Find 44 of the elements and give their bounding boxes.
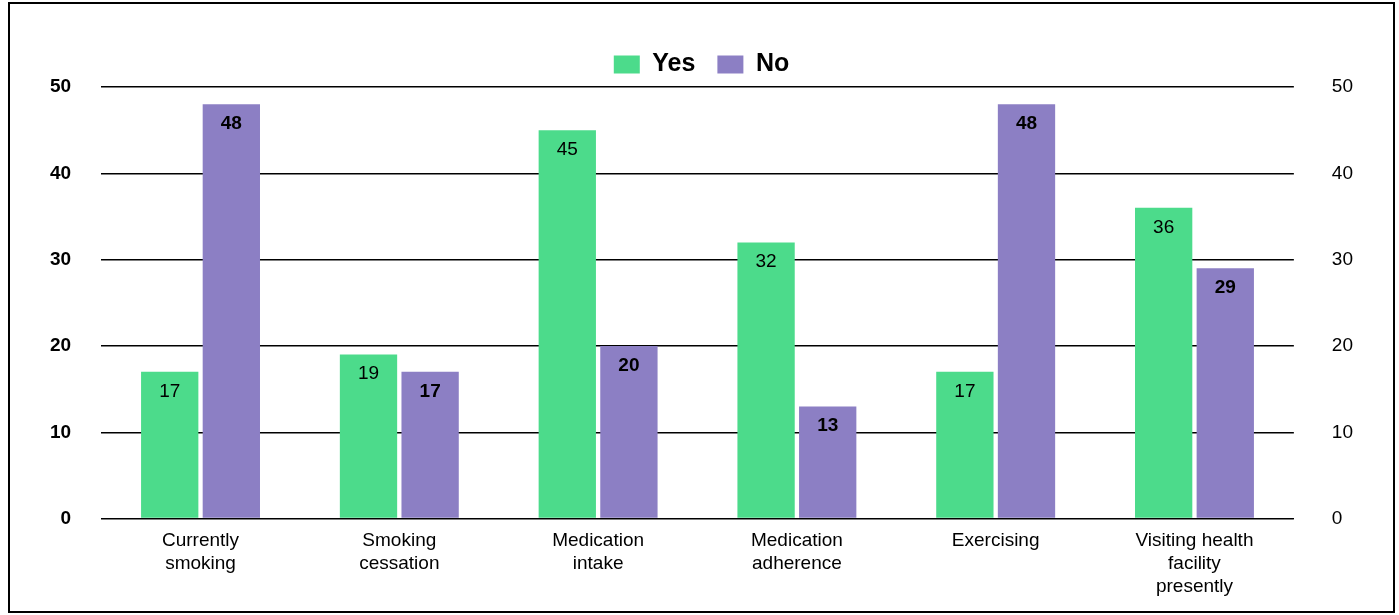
bar: [997, 104, 1056, 518]
data-label: 29: [1214, 276, 1236, 298]
bar: [141, 371, 199, 518]
bar: [600, 345, 658, 518]
data-label: 48: [220, 112, 242, 133]
y-tick-label: 20: [49, 334, 72, 356]
bar: [1196, 268, 1254, 518]
bar: [202, 104, 260, 518]
bar: [799, 406, 857, 518]
x-tick-label: Medication adherence: [750, 529, 843, 574]
data-label: 36: [1153, 215, 1175, 237]
bar: [737, 242, 795, 518]
y2-tick-label: 40: [1331, 161, 1354, 183]
y2-tick-label: 20: [1331, 334, 1354, 356]
y-tick-label: 40: [49, 161, 72, 183]
x-tick-label: Visiting health facility presently: [1135, 529, 1254, 596]
y2-tick-label: 0: [1331, 506, 1343, 528]
y2-tick-label: 30: [1331, 247, 1354, 269]
bar: [538, 130, 596, 518]
x-tick-label: Exercising: [951, 529, 1040, 551]
bar: [401, 371, 459, 518]
legend-label: Yes: [652, 48, 696, 77]
data-label: 13: [817, 414, 839, 436]
y2-tick-label: 10: [1331, 420, 1354, 442]
bar: [936, 371, 994, 518]
legend-label: No: [755, 48, 790, 77]
y-tick-label: 10: [49, 420, 72, 442]
data-label: 19: [357, 362, 380, 384]
data-label: 45: [556, 137, 578, 159]
data-label: 20: [618, 353, 640, 375]
y-tick-label: 50: [49, 75, 72, 97]
data-label: 17: [954, 379, 976, 401]
bar: [1135, 207, 1193, 518]
data-label: 48: [1015, 112, 1038, 133]
bar: [339, 354, 398, 518]
x-tick-label: Smoking cessation: [359, 529, 440, 574]
y-tick-label: 30: [49, 247, 72, 269]
data-label: 17: [419, 379, 441, 401]
data-label: 32: [755, 250, 777, 272]
y-tick-label: 0: [60, 506, 72, 528]
y2-tick-label: 50: [1331, 75, 1354, 97]
x-tick-label: Currently smoking: [161, 529, 240, 574]
data-label: 17: [159, 379, 181, 401]
x-tick-label: Medication intake: [552, 529, 645, 574]
